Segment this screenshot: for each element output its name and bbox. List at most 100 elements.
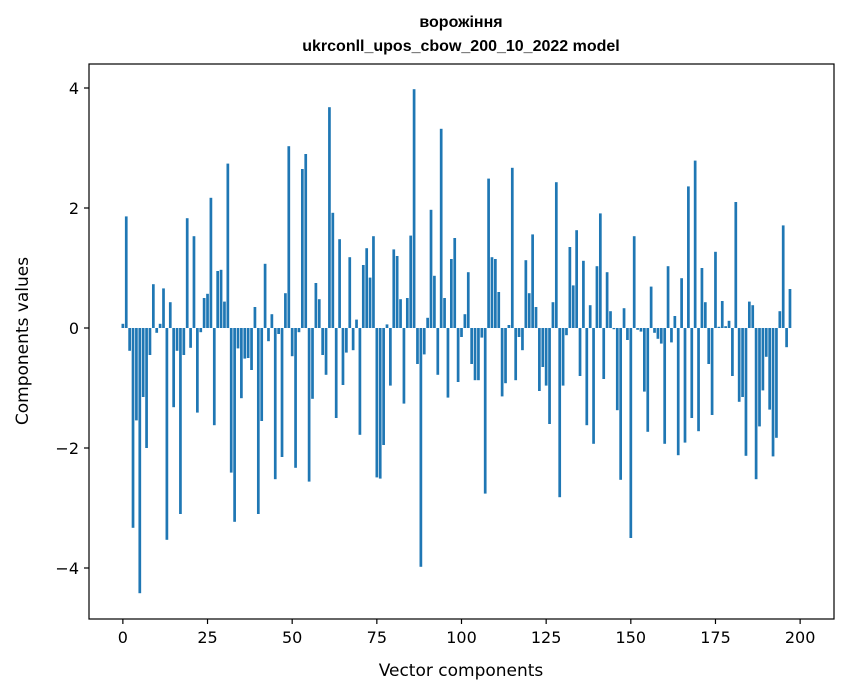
bar-4 <box>135 328 138 421</box>
bar-122 <box>534 307 538 328</box>
bar-138 <box>588 305 592 328</box>
y-axis-ticks: −4 −2 0 2 4 <box>55 79 89 578</box>
bar-188 <box>758 328 761 427</box>
bar-43 <box>267 328 270 342</box>
bar-14 <box>168 302 172 328</box>
bar-25 <box>206 293 209 328</box>
bar-54 <box>304 154 308 328</box>
bar-181 <box>734 202 738 328</box>
bar-186 <box>751 305 755 328</box>
bar-156 <box>649 286 653 328</box>
bar-98 <box>453 238 457 328</box>
bar-60 <box>324 328 328 375</box>
bar-158 <box>656 328 660 339</box>
bar-164 <box>676 328 680 456</box>
bar-161 <box>666 266 670 328</box>
bar-132 <box>568 247 572 328</box>
bar-157 <box>653 328 656 333</box>
x-tick-label: 125 <box>531 628 562 647</box>
bar-79 <box>389 328 392 386</box>
x-axis-label: Vector components <box>379 661 544 681</box>
bar-36 <box>243 328 247 359</box>
bar-149 <box>626 328 629 340</box>
bar-100 <box>460 328 463 337</box>
bar-84 <box>405 298 409 328</box>
bar-190 <box>764 328 768 357</box>
bar-196 <box>785 328 788 348</box>
bar-152 <box>636 328 639 330</box>
bar-123 <box>538 328 541 391</box>
x-tick-label: 75 <box>367 628 387 647</box>
bar-58 <box>317 299 321 328</box>
bar-1 <box>124 216 128 328</box>
bar-47 <box>280 328 284 457</box>
bar-104 <box>473 328 477 381</box>
bar-146 <box>615 328 619 411</box>
bar-85 <box>409 235 413 328</box>
y-tick-label: −4 <box>55 559 79 578</box>
bar-80 <box>392 249 396 328</box>
bar-130 <box>561 328 565 386</box>
y-tick-label: 4 <box>69 79 79 98</box>
y-tick-label: 2 <box>69 199 79 218</box>
bar-18 <box>182 328 186 355</box>
bar-3 <box>131 328 135 528</box>
bar-197 <box>788 289 792 328</box>
x-tick-label: 200 <box>785 628 816 647</box>
bar-169 <box>693 160 697 328</box>
bar-24 <box>202 298 206 328</box>
bar-63 <box>334 328 338 418</box>
bar-162 <box>670 328 673 343</box>
bar-73 <box>368 277 372 328</box>
bar-81 <box>395 256 399 328</box>
bar-21 <box>192 236 196 328</box>
bar-195 <box>781 225 785 328</box>
bar-154 <box>643 328 646 392</box>
bar-41 <box>260 328 264 421</box>
bar-120 <box>527 293 531 328</box>
bar-99 <box>456 328 460 382</box>
bar-70 <box>358 328 362 435</box>
bar-72 <box>365 248 369 328</box>
bar-175 <box>714 251 717 328</box>
bar-128 <box>554 182 558 328</box>
bar-116 <box>514 328 518 381</box>
bar-series <box>121 89 792 594</box>
bar-83 <box>402 328 406 404</box>
bar-16 <box>175 328 179 351</box>
bar-124 <box>541 328 545 367</box>
bar-140 <box>595 266 599 328</box>
bar-15 <box>172 328 176 408</box>
bar-147 <box>619 328 623 480</box>
bar-194 <box>778 311 782 328</box>
x-tick-label: 175 <box>700 628 731 647</box>
bar-179 <box>727 320 731 328</box>
bar-35 <box>240 328 243 399</box>
bar-118 <box>521 328 524 351</box>
bar-31 <box>226 163 230 328</box>
bar-51 <box>294 328 297 468</box>
bar-0 <box>121 323 125 328</box>
bar-91 <box>429 209 433 328</box>
bar-66 <box>345 328 348 353</box>
bar-115 <box>510 167 514 328</box>
bar-13 <box>165 328 169 540</box>
y-axis-label: Components values <box>13 257 33 425</box>
bar-10 <box>155 328 159 333</box>
bar-174 <box>710 328 714 415</box>
x-tick-label: 50 <box>282 628 302 647</box>
bar-121 <box>531 234 534 328</box>
bar-108 <box>487 178 490 328</box>
bar-52 <box>297 328 301 333</box>
bar-135 <box>578 328 582 376</box>
bar-111 <box>497 292 501 328</box>
bar-5 <box>138 328 142 594</box>
bar-155 <box>646 328 650 432</box>
bar-113 <box>504 328 507 384</box>
bar-68 <box>351 328 355 351</box>
bar-23 <box>199 328 203 333</box>
bar-127 <box>551 302 555 328</box>
bar-109 <box>490 257 494 328</box>
x-axis-ticks: 0 25 50 75 100 125 150 175 200 <box>118 619 816 647</box>
